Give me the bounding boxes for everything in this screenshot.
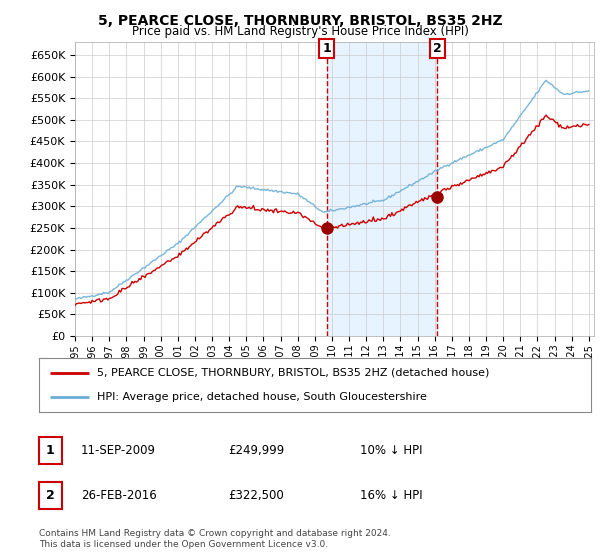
Text: 2: 2 <box>433 42 442 55</box>
Text: 10% ↓ HPI: 10% ↓ HPI <box>360 444 422 458</box>
Text: £249,999: £249,999 <box>228 444 284 458</box>
Text: 26-FEB-2016: 26-FEB-2016 <box>81 489 157 502</box>
Text: £322,500: £322,500 <box>228 489 284 502</box>
Text: 16% ↓ HPI: 16% ↓ HPI <box>360 489 422 502</box>
Text: 5, PEARCE CLOSE, THORNBURY, BRISTOL, BS35 2HZ: 5, PEARCE CLOSE, THORNBURY, BRISTOL, BS3… <box>98 14 502 28</box>
Text: Contains HM Land Registry data © Crown copyright and database right 2024.
This d: Contains HM Land Registry data © Crown c… <box>39 529 391 549</box>
Bar <box>327 42 437 336</box>
Text: HPI: Average price, detached house, South Gloucestershire: HPI: Average price, detached house, Sout… <box>97 392 427 402</box>
Text: 2: 2 <box>46 489 55 502</box>
Text: 5, PEARCE CLOSE, THORNBURY, BRISTOL, BS35 2HZ (detached house): 5, PEARCE CLOSE, THORNBURY, BRISTOL, BS3… <box>97 368 490 378</box>
Text: 11-SEP-2009: 11-SEP-2009 <box>81 444 156 458</box>
Text: Price paid vs. HM Land Registry's House Price Index (HPI): Price paid vs. HM Land Registry's House … <box>131 25 469 38</box>
Text: 1: 1 <box>46 444 55 458</box>
Text: 1: 1 <box>322 42 331 55</box>
